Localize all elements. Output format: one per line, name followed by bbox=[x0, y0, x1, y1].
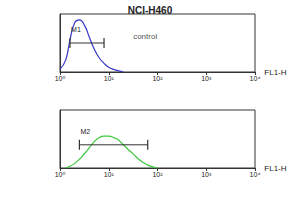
svg-text:10⁰: 10⁰ bbox=[55, 75, 66, 82]
svg-text:FL1-H: FL1-H bbox=[264, 68, 286, 77]
svg-text:10¹: 10¹ bbox=[104, 75, 115, 82]
svg-text:10⁴: 10⁴ bbox=[250, 75, 261, 82]
svg-text:10¹: 10¹ bbox=[104, 171, 115, 178]
svg-text:M2: M2 bbox=[81, 128, 91, 135]
svg-text:10²: 10² bbox=[152, 75, 163, 82]
svg-text:10⁴: 10⁴ bbox=[250, 171, 261, 178]
svg-text:control: control bbox=[133, 32, 157, 41]
svg-text:FL1-H: FL1-H bbox=[264, 164, 286, 173]
svg-text:10⁰: 10⁰ bbox=[55, 171, 66, 178]
svg-text:10³: 10³ bbox=[201, 75, 212, 82]
svg-text:10²: 10² bbox=[152, 171, 163, 178]
svg-text:M1: M1 bbox=[71, 26, 81, 33]
svg-text:10³: 10³ bbox=[201, 171, 212, 178]
svg-text:NCI-H460: NCI-H460 bbox=[128, 5, 173, 16]
